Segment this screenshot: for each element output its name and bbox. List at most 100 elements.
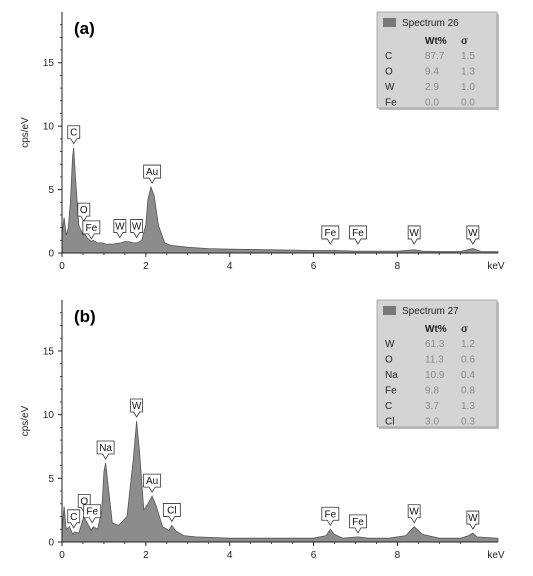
peak-label-box [67,509,81,529]
peak-label: W [115,222,125,233]
peak-label-box [83,504,102,524]
legend-wt-value: 9.8 [425,386,439,397]
peak-label-box [82,220,101,240]
legend-wt-value: 3.0 [425,417,439,428]
legend-sigma-value: 0.4 [461,370,475,381]
y-tick-label: 15 [43,346,55,357]
legend-wt-value: 0.0 [425,98,439,109]
legend-element: C [385,401,392,412]
x-unit-label: keV [487,261,505,272]
legend-sigma-value: 1.2 [461,339,475,350]
peak-label-box [77,202,91,222]
spectrum-area [61,147,499,254]
peak-label-box [162,503,181,523]
legend-element: O [385,67,393,78]
peak-label-box [130,398,144,418]
panel-label: (a) [74,19,95,38]
y-axis-label: cps/eV [20,405,31,436]
peak-label: O [80,497,88,508]
x-tick-label: 6 [311,550,317,561]
legend-header-wt: Wt% [425,324,447,335]
peak-label-box [407,504,421,524]
x-tick-label: 2 [143,550,149,561]
legend-wt-value: 10.9 [425,370,445,381]
legend-sigma-value: 1.5 [461,51,475,62]
peak-label: Au [146,476,158,487]
peak-label-box [407,225,421,245]
peak-label-box [321,506,340,527]
peak-label: Fe [324,509,336,520]
x-tick-label: 6 [311,261,317,272]
peak-label-box [130,219,144,239]
x-tick-label: 8 [395,261,401,272]
y-tick-label: 15 [43,58,55,69]
legend-box [376,299,498,428]
legend-header-sigma: σ [461,36,468,47]
peak-label: Fe [352,228,364,239]
legend-element: Cl [385,417,394,428]
peak-label-box [67,125,81,145]
x-unit-label: keV [487,550,505,561]
legend-wt-value: 2.9 [425,82,439,93]
legend-element: C [385,51,392,62]
y-axis-label: cps/eV [20,117,31,148]
legend-element: Fe [385,98,397,109]
panel-label: (b) [74,307,96,326]
peak-label: Au [146,167,158,178]
legend-sigma-value: 1.3 [461,401,475,412]
legend-swatch [383,306,396,315]
legend-sigma-value: 0.0 [461,98,475,109]
peak-label: W [409,507,419,518]
peak-label-box [143,164,162,184]
legend-sigma-value: 0.6 [461,355,475,366]
peak-label: Fe [86,507,98,518]
spectrum-area [61,420,499,543]
peak-label: W [468,228,478,239]
legend-wt-value: 87.7 [425,51,445,62]
peak-label: W [132,401,142,412]
peak-label-box [466,510,480,530]
peak-label: C [70,128,77,139]
peak-label: Fe [352,517,364,528]
peak-label-box [321,225,340,245]
peak-label: C [70,512,77,523]
peak-label: O [80,205,88,216]
peak-label: Fe [324,228,336,239]
legend-wt-value: 3.7 [425,401,439,412]
peak-label: Fe [86,223,98,234]
legend-element: W [385,339,395,350]
x-tick-label: 0 [59,261,65,272]
legend-wt-value: 9.4 [425,67,439,78]
legend-sigma-value: 0.3 [461,417,475,428]
peak-label-box [96,440,115,460]
peak-label-box [113,219,127,239]
legend-element: O [385,355,393,366]
peak-label: W [132,222,142,233]
legend-element: Na [385,370,398,381]
y-tick-label: 10 [43,122,55,133]
legend-box [376,11,498,109]
x-tick-label: 4 [227,261,233,272]
legend-wt-value: 61.3 [425,339,445,350]
legend-header-wt: Wt% [425,36,447,47]
peak-label: W [468,513,478,524]
peak-label: Na [99,443,112,454]
peak-label-box [466,225,480,245]
y-tick-label: 5 [48,185,54,196]
peak-label: Cl [167,505,176,516]
legend-wt-value: 11.3 [425,355,444,366]
legend-title: Spectrum 27 [402,306,459,317]
x-tick-label: 0 [59,550,65,561]
legend-element: W [385,82,395,93]
x-tick-label: 2 [143,261,149,272]
legend-sigma-value: 1.3 [461,67,475,78]
y-tick-label: 0 [48,538,54,549]
y-tick-label: 5 [48,474,54,485]
x-tick-label: 4 [227,550,233,561]
peak-label-box [349,225,367,245]
peak-label-box [349,514,367,534]
y-tick-label: 0 [48,249,54,260]
legend-sigma-value: 0.8 [461,386,475,397]
